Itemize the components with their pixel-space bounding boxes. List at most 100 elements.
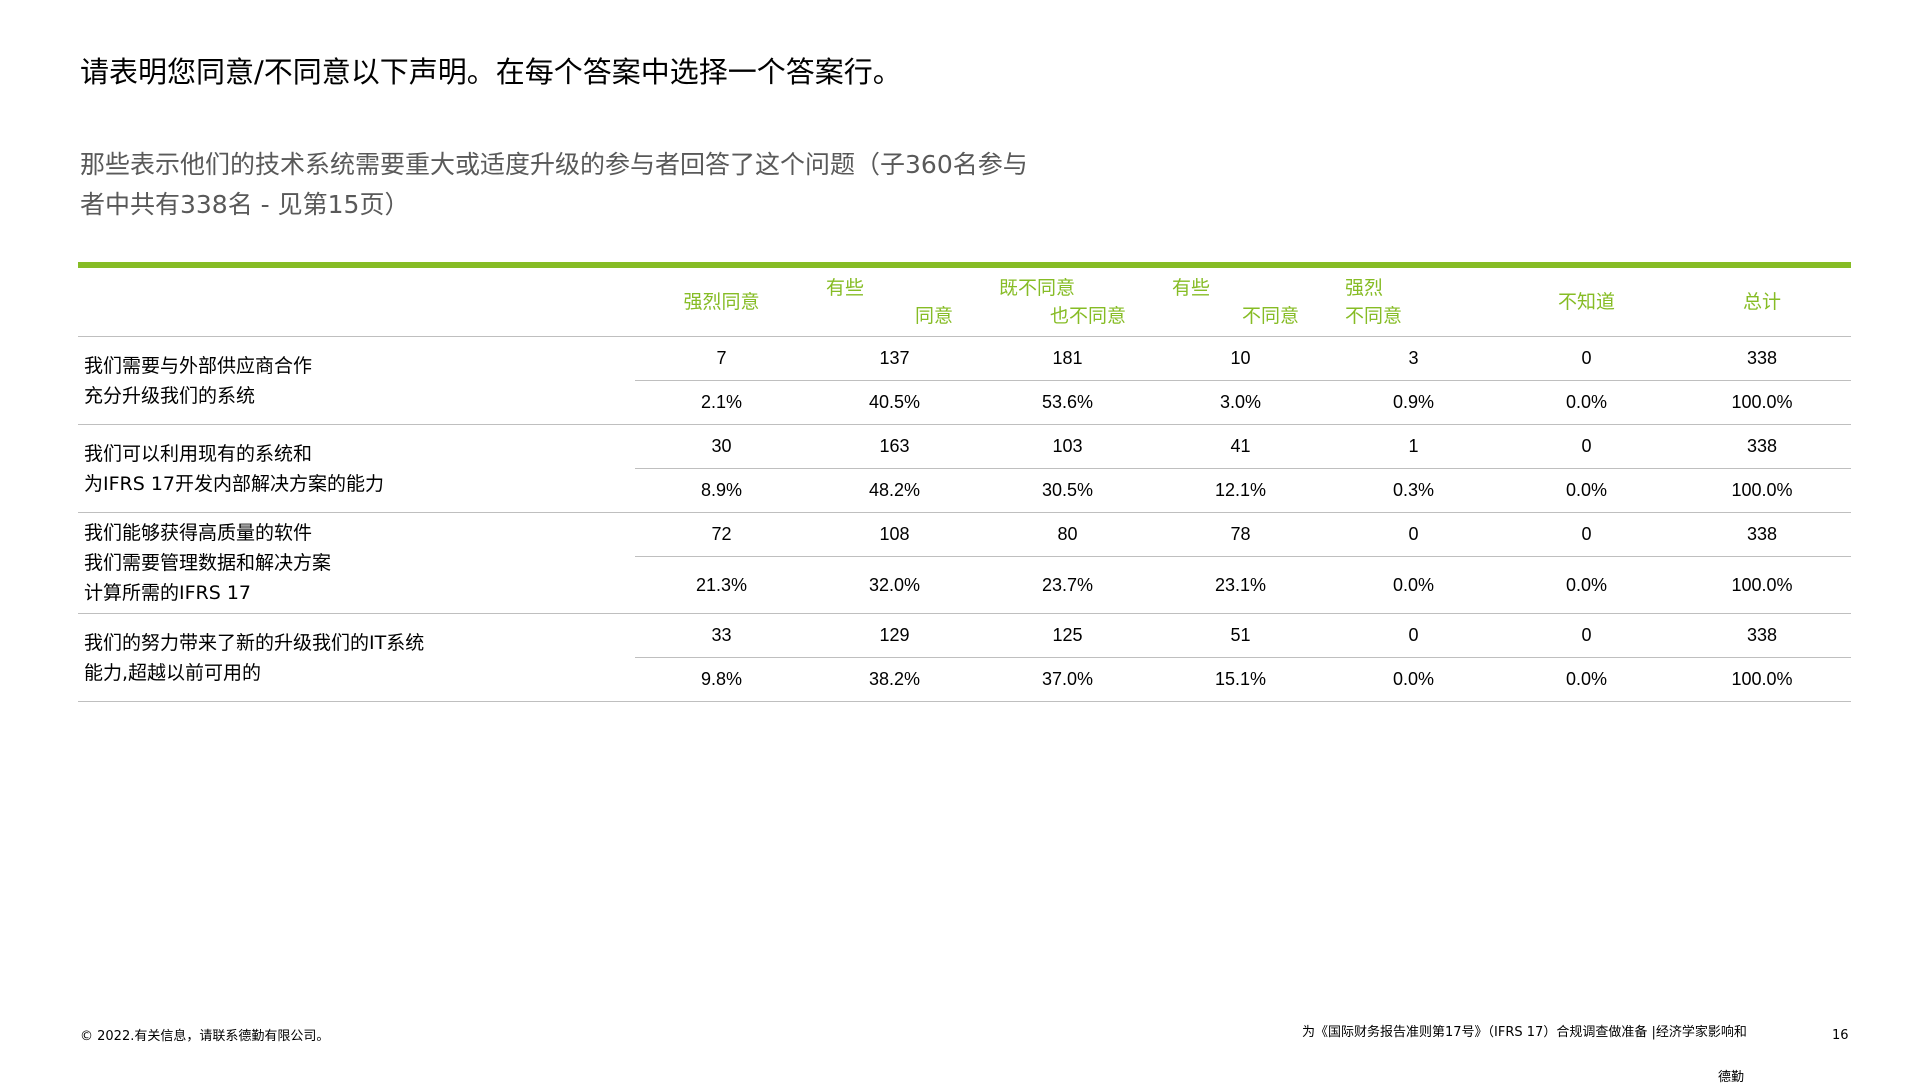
count-cell: 3 [1327,336,1500,381]
column-header-line: 不同意 [1241,305,1299,327]
page-subtitle: 那些表示他们的技术系统需要重大或适度升级的参与者回答了这个问题（子360名参与者… [80,150,1028,219]
row-statement: 我们可以利用现有的系统和 为IFRS 17开发内部解决方案的能力 [78,424,635,513]
percent-cell: 23.7% [981,556,1154,614]
count-cell: 103 [981,424,1154,469]
percent-cell: 0.3% [1327,468,1500,513]
page-number: 16 [1832,1028,1849,1043]
count-cell: 80 [981,512,1154,557]
percent-cell: 0.0% [1327,556,1500,614]
percent-cell: 8.9% [635,468,808,513]
percent-cell: 0.0% [1500,380,1673,425]
column-header-line: 有些 [826,277,865,299]
count-cell: 1 [1327,424,1500,469]
percent-cell: 32.0% [808,556,981,614]
percent-cell: 48.2% [808,468,981,513]
column-header: 有些不同意 [1154,268,1327,337]
column-header-line: 不知道 [1557,291,1615,313]
count-cell: 125 [981,613,1154,658]
percent-cell: 3.0% [1154,380,1327,425]
count-cell: 338 [1673,613,1851,658]
count-cell: 338 [1673,512,1851,557]
column-header-line: 不同意 [1345,305,1403,327]
table-body: 我们需要与外部供应商合作 充分升级我们的系统 7 137 181 10 3 0 338 2.1% 4… [78,336,1851,702]
percent-cell: 53.6% [981,380,1154,425]
count-cell: 33 [635,613,808,658]
percent-cell: 40.5% [808,380,981,425]
column-header: 不知道 [1500,268,1673,337]
row-statement-line: 我们能够获得高质量的软件 [84,522,313,544]
table-row-count: 我们可以利用现有的系统和 为IFRS 17开发内部解决方案的能力 30 163 103 4… [78,424,1851,513]
count-cell: 7 [635,336,808,381]
count-cell: 108 [808,512,981,557]
percent-cell: 12.1% [1154,468,1327,513]
survey-table: 强烈同意 有些 同意 既不同意 也不同意 有些 不同意 强烈 不同意 不知道 总计 我们需要与外部供… [78,262,1851,702]
table-row-percent: 8.9% 48.2% 30.5% 12.1% 0.3% 0.0% 100.0% [78,468,1851,513]
percent-cell: 100.0% [1673,556,1851,614]
count-cell: 72 [635,512,808,557]
count-cell: 0 [1500,613,1673,658]
row-statement-line: 我们的努力带来了新的升级我们的IT系统 [84,631,425,654]
count-cell: 137 [808,336,981,381]
count-cell: 338 [1673,424,1851,469]
table-row-percent: 21.3% 32.0% 23.7% 23.1% 0.0% 0.0% 100.0% [78,556,1851,614]
column-header-line: 强烈 [1345,277,1384,299]
column-header-line: 有些 [1172,277,1211,299]
count-cell: 181 [981,336,1154,381]
table-row-count: 我们需要与外部供应商合作 充分升级我们的系统 7 137 181 10 3 0 338 [78,336,1851,425]
percent-cell: 0.0% [1500,468,1673,513]
count-cell: 0 [1500,424,1673,469]
header-row: 强烈同意 有些 同意 既不同意 也不同意 有些 不同意 强烈 不同意 不知道 总计 [78,268,1851,337]
percent-cell: 30.5% [981,468,1154,513]
count-cell: 78 [1154,512,1327,557]
row-statement: 我们的努力带来了新的升级我们的IT系统 能力,超越以前可用的 [78,613,635,702]
count-cell: 10 [1154,336,1327,381]
percent-cell: 0.0% [1500,556,1673,614]
count-cell: 41 [1154,424,1327,469]
column-header-line: 强烈同意 [683,291,760,313]
footer-copyright: © 2022.有关信息，请联系德勤有限公司。 [80,1029,330,1044]
percent-cell: 100.0% [1673,380,1851,425]
table-row-percent: 9.8% 38.2% 37.0% 15.1% 0.0% 0.0% 100.0% [78,657,1851,702]
column-header-line: 既不同意 [999,277,1076,299]
percent-cell: 2.1% [635,380,808,425]
table-row-count: 我们能够获得高质量的软件 我们需要管理数据和解决方案 计算所需的IFRS 17 72 1… [78,512,1851,614]
percent-cell: 21.3% [635,556,808,614]
percent-cell: 0.0% [1500,657,1673,702]
percent-cell: 38.2% [808,657,981,702]
column-header: 有些同意 [808,268,981,337]
percent-cell: 15.1% [1154,657,1327,702]
count-cell: 338 [1673,336,1851,381]
row-statement-line: 能力,超越以前可用的 [84,661,262,684]
row-statement-line: 为IFRS 17开发内部解决方案的能力 [84,472,385,495]
row-statement: 我们能够获得高质量的软件 我们需要管理数据和解决方案 计算所需的IFRS 17 [78,512,635,614]
count-cell: 129 [808,613,981,658]
row-statement-line: 我们需要与外部供应商合作 [84,354,313,377]
column-header-line: 总计 [1742,291,1781,313]
percent-cell: 100.0% [1673,657,1851,702]
column-header: 总计 [1673,268,1851,337]
count-cell: 163 [808,424,981,469]
page-title: 请表明您同意/不同意以下声明。在每个答案中选择一个答案行。 [80,55,902,89]
column-header: 既不同意也不同意 [981,268,1154,337]
column-header: 强烈同意 [635,268,808,337]
count-cell: 0 [1500,336,1673,381]
percent-cell: 100.0% [1673,468,1851,513]
percent-cell: 0.0% [1327,657,1500,702]
survey-table-grid: 强烈同意 有些 同意 既不同意 也不同意 有些 不同意 强烈 不同意 不知道 总计 我们需要与外部供… [78,268,1851,702]
count-cell: 30 [635,424,808,469]
row-statement: 我们需要与外部供应商合作 充分升级我们的系统 [78,336,635,425]
table-row-count: 我们的努力带来了新的升级我们的IT系统 能力,超越以前可用的 33 129 125 51 0… [78,613,1851,702]
column-header-line: 同意 [914,305,953,327]
count-cell: 0 [1327,613,1500,658]
count-cell: 0 [1500,512,1673,557]
percent-cell: 37.0% [981,657,1154,702]
count-cell: 51 [1154,613,1327,658]
column-header: 强烈 不同意 [1327,268,1500,337]
table-top-rule [78,262,1851,268]
row-statement-line: 计算所需的IFRS 17 [84,582,252,604]
percent-cell: 23.1% [1154,556,1327,614]
row-statement-line: 充分升级我们的系统 [84,384,256,407]
column-header-line: 也不同意 [1049,305,1126,327]
header-statement [78,268,635,337]
percent-cell: 9.8% [635,657,808,702]
